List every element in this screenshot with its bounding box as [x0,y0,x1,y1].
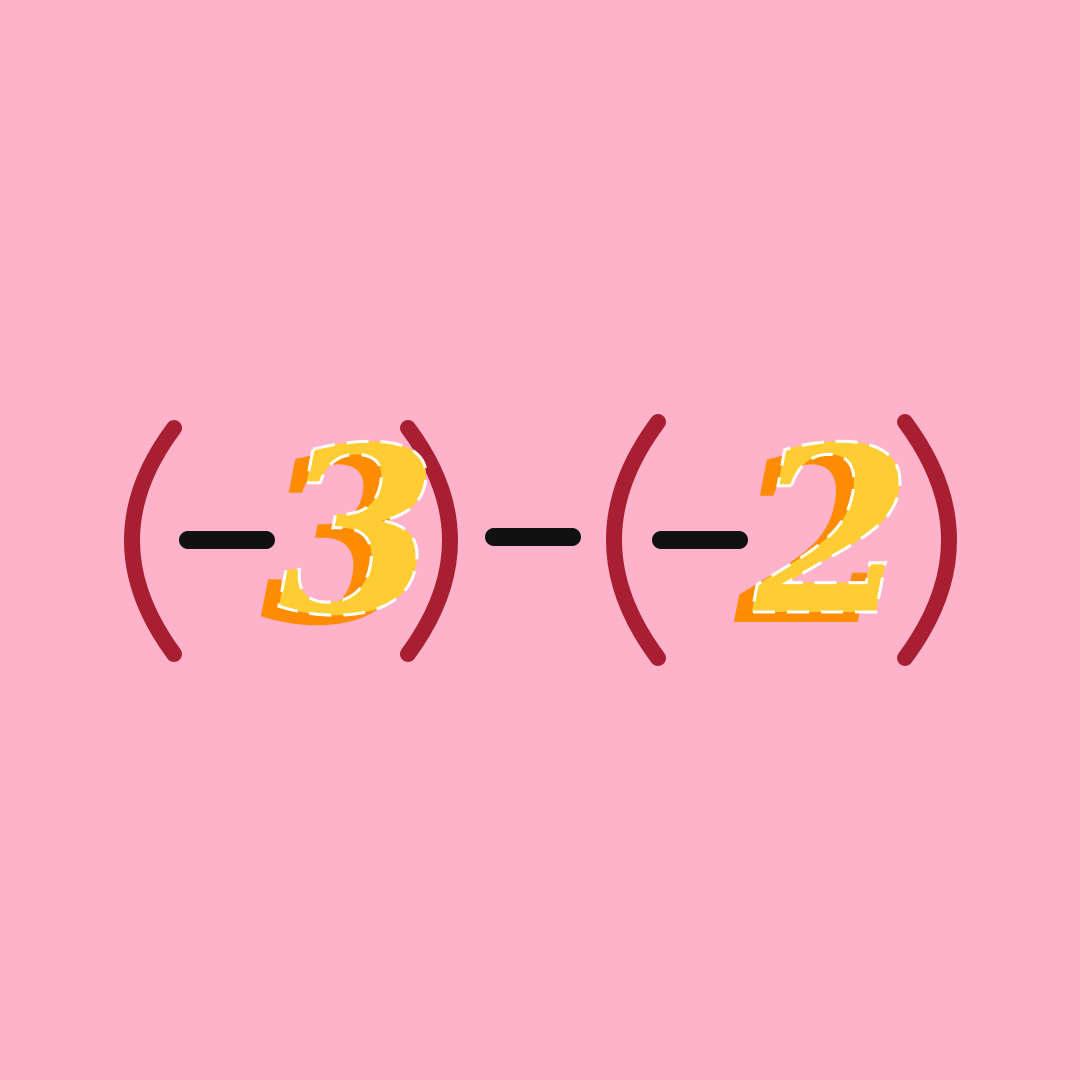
open-paren [124,420,182,662]
digit-two: 2 2 [733,396,915,678]
digit-three: 3 3 [260,396,440,678]
open-paren [606,414,666,666]
parentheses [124,414,957,666]
digit: 2 [751,397,913,667]
close-paren [400,420,458,662]
minus-signs [179,528,748,549]
close-paren [897,414,957,666]
digit-shadow: 3 [260,407,420,677]
digit-shadow: 2 [733,407,895,677]
digit: 3 [278,397,438,667]
